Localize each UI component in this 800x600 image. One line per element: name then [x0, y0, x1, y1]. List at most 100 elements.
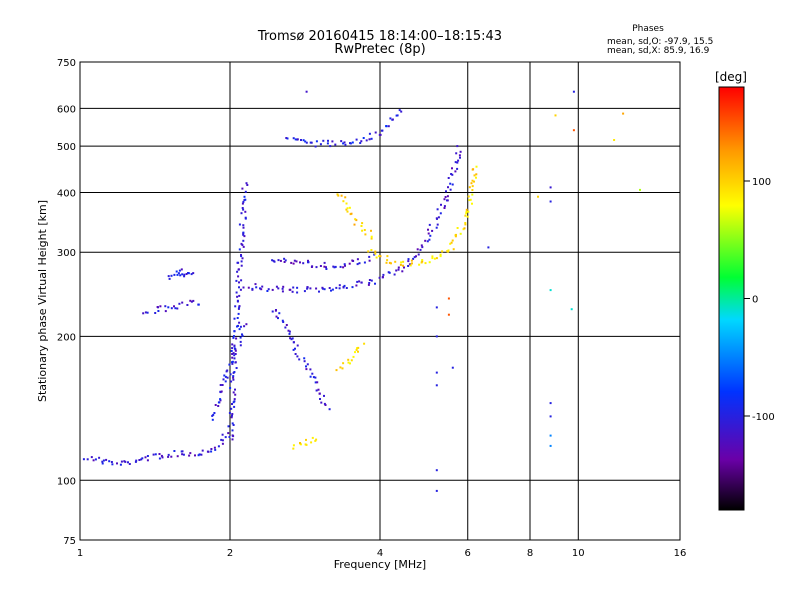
data-point	[261, 285, 264, 288]
data-point	[356, 263, 359, 266]
data-point	[239, 336, 242, 339]
data-point	[348, 262, 351, 265]
data-point	[242, 233, 245, 236]
data-point	[230, 350, 233, 352]
data-point	[220, 438, 223, 441]
data-point	[271, 310, 274, 313]
data-point	[219, 398, 222, 401]
data-point	[233, 330, 236, 333]
data-point	[181, 453, 184, 456]
data-point	[361, 229, 364, 232]
data-point	[304, 140, 307, 143]
data-point	[127, 461, 129, 464]
data-point	[428, 261, 431, 264]
data-point	[141, 457, 144, 460]
data-point	[449, 182, 452, 185]
data-point	[232, 336, 235, 339]
data-point	[221, 384, 224, 386]
data-point	[537, 195, 539, 198]
data-point	[368, 132, 371, 135]
data-point	[223, 374, 226, 377]
data-point	[394, 260, 397, 263]
data-point	[431, 255, 434, 258]
data-point	[158, 457, 161, 460]
data-point	[357, 350, 359, 353]
data-point	[266, 290, 269, 292]
data-point	[242, 239, 245, 242]
data-point	[391, 118, 394, 121]
data-point	[243, 195, 246, 198]
data-point	[435, 257, 438, 260]
data-point	[433, 257, 436, 260]
data-point	[167, 453, 170, 456]
data-point	[370, 229, 372, 232]
data-point	[325, 268, 328, 270]
data-point	[344, 143, 347, 146]
data-point	[292, 286, 295, 289]
data-point	[255, 286, 258, 289]
data-point	[613, 139, 616, 141]
data-point	[236, 270, 239, 273]
data-point	[214, 448, 217, 451]
data-point	[124, 460, 127, 463]
data-point	[238, 223, 241, 226]
data-point	[349, 362, 351, 365]
data-point	[238, 305, 241, 308]
data-point	[417, 253, 420, 256]
data-point	[368, 279, 371, 281]
data-point	[233, 398, 236, 401]
data-point	[335, 369, 338, 372]
data-point	[413, 256, 416, 259]
data-point	[234, 353, 237, 355]
data-point	[254, 283, 257, 286]
data-point	[322, 139, 325, 142]
data-point	[244, 198, 247, 201]
data-point	[232, 391, 235, 394]
data-point	[187, 272, 190, 275]
data-point	[471, 202, 473, 205]
data-point	[475, 173, 478, 176]
data-point	[221, 433, 224, 436]
data-point	[447, 313, 450, 316]
data-point	[439, 212, 442, 215]
data-point	[217, 405, 220, 407]
data-point	[219, 399, 222, 402]
data-point	[213, 446, 216, 449]
data-point	[221, 439, 224, 442]
data-point	[235, 367, 238, 369]
data-point	[445, 190, 447, 193]
data-point	[639, 188, 641, 191]
data-point	[465, 208, 468, 211]
data-point	[395, 269, 398, 272]
data-point	[316, 381, 319, 384]
data-point	[361, 222, 364, 225]
data-point	[343, 263, 346, 266]
data-point	[435, 489, 438, 492]
data-point	[399, 263, 402, 266]
data-point	[337, 194, 340, 197]
data-point	[305, 141, 308, 144]
data-point	[339, 366, 342, 369]
data-point	[282, 321, 285, 323]
data-point	[449, 188, 452, 191]
data-point	[466, 215, 469, 218]
data-point	[144, 456, 147, 459]
data-point	[449, 242, 452, 245]
data-point	[241, 333, 243, 336]
data-point	[251, 288, 254, 291]
data-point	[146, 311, 149, 314]
data-point	[213, 412, 216, 414]
data-point	[241, 207, 244, 209]
data-point	[245, 182, 248, 185]
data-point	[416, 248, 419, 251]
data-point	[243, 325, 246, 328]
data-point	[271, 259, 274, 262]
data-point	[233, 335, 235, 338]
data-point	[228, 363, 231, 366]
data-point	[299, 443, 302, 446]
data-point	[86, 458, 89, 461]
data-point	[375, 256, 378, 259]
data-point	[397, 268, 400, 271]
data-point	[351, 259, 354, 262]
data-point	[167, 275, 170, 278]
